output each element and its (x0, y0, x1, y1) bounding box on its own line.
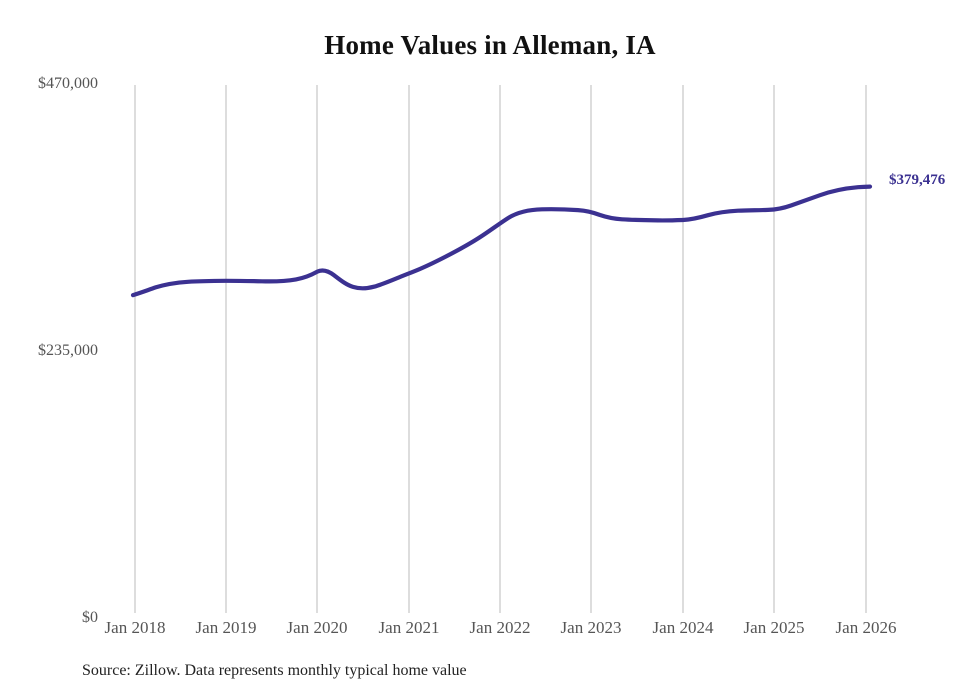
x-axis-tick-jan-2019: Jan 2019 (195, 618, 257, 637)
gridlines (134, 85, 867, 613)
x-axis-tick-jan-2022: Jan 2022 (469, 618, 531, 637)
source-note: Source: Zillow. Data represents monthly … (82, 662, 467, 679)
page-title: Home Values in Alleman, IA (324, 30, 656, 60)
y-axis-tick-235000: $235,000 (38, 342, 98, 359)
value-line (130, 184, 873, 298)
x-axis-tick-jan-2024: Jan 2024 (652, 618, 714, 637)
end-value-annotation: $379,476 (889, 172, 946, 188)
x-axis-tick-jan-2025: Jan 2025 (743, 618, 805, 637)
x-axis-tick-jan-2020: Jan 2020 (286, 618, 348, 637)
y-axis-tick-470000: $470,000 (38, 75, 98, 92)
x-axis-tick-jan-2018: Jan 2018 (104, 618, 166, 637)
y-axis-tick-0: $0 (82, 609, 98, 626)
x-axis-tick-jan-2026: Jan 2026 (835, 618, 897, 637)
x-axis-tick-jan-2021: Jan 2021 (378, 618, 440, 637)
x-axis-tick-jan-2023: Jan 2023 (560, 618, 622, 637)
